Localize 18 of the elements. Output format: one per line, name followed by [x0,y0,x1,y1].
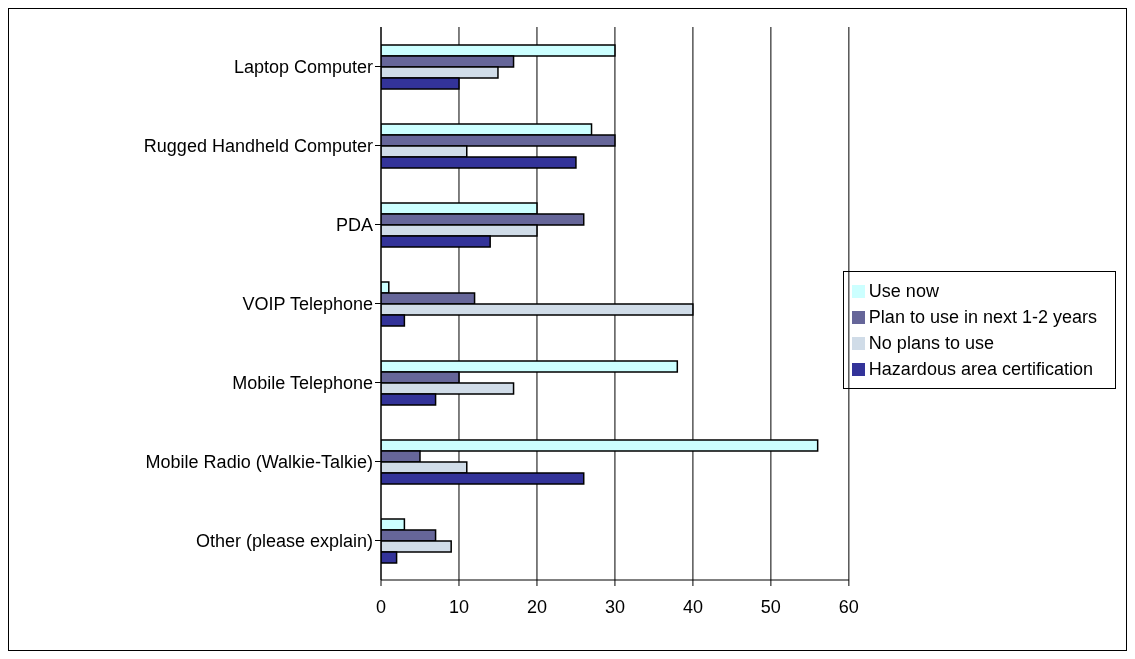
y-tick-label: Mobile Telephone [232,372,373,393]
y-tick-label: Laptop Computer [233,56,373,77]
legend-label: Hazardous area certification [868,358,1093,379]
x-tick-label: 50 [760,596,781,617]
y-tick-label: Rugged Handheld Computer [143,135,373,156]
y-tick-label: Other (please explain) [195,530,373,551]
x-tick-label: 60 [838,596,859,617]
x-tick-label: 0 [375,596,387,617]
y-tick-label: VOIP Telephone [242,293,373,314]
x-tick-label: 40 [682,596,703,617]
y-tick-label: PDA [335,214,373,235]
legend-label: Use now [868,280,939,301]
legend-label: No plans to use [868,332,994,353]
x-tick-label: 30 [604,596,625,617]
legend-label: Plan to use in next 1-2 years [868,306,1097,327]
x-tick-label: 20 [526,596,547,617]
y-tick-label: Mobile Radio (Walkie-Talkie) [145,451,373,472]
x-tick-label: 10 [448,596,469,617]
